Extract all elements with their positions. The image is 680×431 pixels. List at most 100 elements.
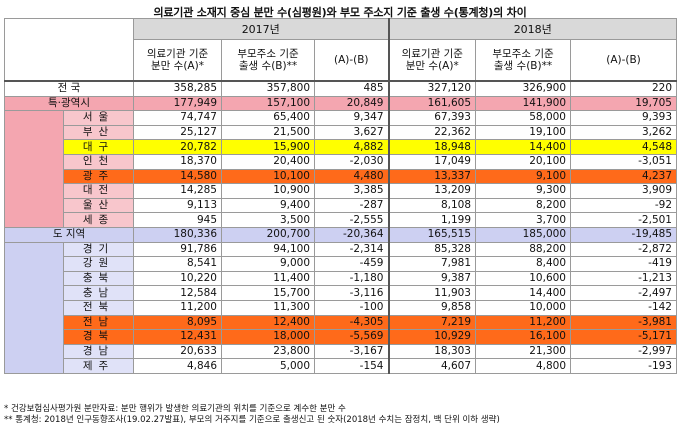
value-cell: -2,997 [570, 343, 677, 360]
value-cell: 88,200 [475, 241, 571, 258]
value-cell: 20,849 [314, 95, 389, 112]
value-cell: 9,400 [221, 197, 315, 214]
value-cell: 17,049 [387, 153, 476, 170]
value-cell: 25,127 [133, 124, 222, 141]
value-cell: 18,370 [133, 153, 222, 170]
table-row: 경남 20,633 23,800 -3,167 18,303 21,300 -2,997 [5, 343, 677, 360]
table-row: 인천 18,370 20,400 -2,030 17,049 20,100 -3,051 [5, 153, 677, 170]
value-cell: -459 [314, 256, 389, 272]
region-label: 울산 [63, 197, 134, 214]
value-cell: 358,285 [133, 79, 222, 97]
value-cell: 220 [570, 79, 677, 97]
value-cell: 9,393 [570, 110, 677, 126]
value-cell: 485 [314, 79, 389, 97]
value-cell: 14,580 [133, 168, 222, 185]
value-cell: 19,100 [475, 124, 571, 141]
value-cell: 4,548 [570, 139, 677, 155]
table-row: 도 지역 180,336 200,700 -20,364 165,515 185,000-… [4, 226, 677, 243]
value-cell: 4,480 [314, 168, 389, 185]
value-cell: 10,600 [475, 270, 571, 287]
value-cell: -19,485 [570, 226, 677, 243]
header-col-b-2017: 부모주소 기준 출생 수(B)** [221, 39, 315, 82]
value-cell: 11,903 [387, 285, 476, 301]
value-cell: 9,858 [387, 299, 476, 316]
value-cell: -5,171 [570, 329, 677, 345]
value-cell: 10,900 [221, 183, 315, 199]
value-cell: 9,000 [221, 256, 315, 272]
region-label: 전남 [63, 314, 134, 331]
table-row: 경기 91,786 94,100 -2,314 85,328 88,200 -2,872 [4, 241, 677, 374]
value-cell: 10,929 [387, 329, 476, 345]
value-cell: -2,030 [314, 153, 389, 170]
region-label: 제주 [63, 358, 134, 374]
table-row: 대전 14,285 10,900 3,385 13,209 9,300 3,909 [5, 183, 677, 199]
value-cell: -100 [314, 299, 389, 316]
value-cell: -193 [570, 358, 677, 374]
row-label: 도 지역 [4, 226, 134, 243]
value-cell: 11,400 [221, 270, 315, 287]
value-cell: 15,700 [221, 285, 315, 301]
region-label: 충남 [63, 285, 134, 301]
region-label: 충북 [63, 270, 134, 287]
table-row: 광주 14,580 10,100 4,480 13,337 9,100 4,237 [5, 168, 677, 185]
value-cell: -287 [314, 197, 389, 214]
value-cell: 3,385 [314, 183, 389, 199]
value-cell: 3,627 [314, 124, 389, 141]
value-cell: 10,100 [221, 168, 315, 185]
value-cell: -1,213 [570, 270, 677, 287]
value-cell: 21,500 [221, 124, 315, 141]
value-cell: 58,000 [475, 110, 571, 126]
value-cell: -4,305 [314, 314, 389, 331]
value-cell: 357,800 [221, 79, 315, 97]
value-cell: 20,782 [133, 139, 222, 155]
value-cell: -142 [570, 299, 677, 316]
region-label: 경남 [63, 343, 134, 360]
value-cell: 8,541 [133, 256, 222, 272]
value-cell: 10,220 [133, 270, 222, 287]
value-cell: 11,200 [475, 314, 571, 331]
table-row: 전북 11,200 11,300 -100 9,858 10,000 -142 [5, 299, 677, 316]
value-cell: 8,108 [387, 197, 476, 214]
value-cell: 19,705 [570, 95, 677, 112]
region-label: 광주 [63, 168, 134, 185]
value-cell: 20,400 [221, 153, 315, 170]
row-label: 전 국 [4, 79, 134, 97]
value-cell: 180,336 [133, 226, 222, 243]
region-label: 전북 [63, 299, 134, 316]
value-cell: 157,100 [221, 95, 315, 112]
value-cell: 327,120 [387, 79, 476, 97]
header-col-diff-2018: (A)-(B) [570, 39, 677, 82]
value-cell: -2,872 [570, 241, 677, 258]
value-cell: -3,116 [314, 285, 389, 301]
value-cell: 4,607 [387, 358, 476, 374]
table-row: 서울 74,747 65,400 9,347 67,393 58,000 9,393 [4, 110, 677, 228]
value-cell: 91,786 [133, 241, 222, 258]
header-year-2017: 2017년 [133, 18, 389, 40]
value-cell: 3,262 [570, 124, 677, 141]
header-col-a-2018: 의료기관 기준 분만 수(A)* [387, 39, 476, 82]
table-row: 특·광역시 177,949 157,100 20,849 161,605 141,900 1… [4, 95, 677, 112]
value-cell: 8,095 [133, 314, 222, 331]
value-cell: 7,219 [387, 314, 476, 331]
region-label: 서울 [63, 110, 134, 126]
value-cell: 67,393 [387, 110, 476, 126]
value-cell: 18,303 [387, 343, 476, 360]
value-cell: 326,900 [475, 79, 571, 97]
value-cell: -3,981 [570, 314, 677, 331]
table-row: 제주 4,846 5,000 -154 4,607 4,800 -193 [5, 358, 677, 374]
value-cell: -2,555 [314, 212, 389, 228]
value-cell: 4,882 [314, 139, 389, 155]
table-row: 전남 8,095 12,400 -4,305 7,219 11,200 -3,981 [5, 314, 677, 331]
value-cell: 15,900 [221, 139, 315, 155]
value-cell: -2,497 [570, 285, 677, 301]
value-cell: 177,949 [133, 95, 222, 112]
value-cell: -3,167 [314, 343, 389, 360]
value-cell: 9,387 [387, 270, 476, 287]
value-cell: 9,347 [314, 110, 389, 126]
table-row: 충남 12,584 15,700 -3,116 11,903 14,400 -2,497 [5, 285, 677, 301]
value-cell: 10,000 [475, 299, 571, 316]
value-cell: 18,948 [387, 139, 476, 155]
table-row: 경북 12,431 18,000 -5,569 10,929 16,100 -5,171 [5, 329, 677, 345]
value-cell: 14,400 [475, 139, 571, 155]
table-row: 부산 25,127 21,500 3,627 22,362 19,100 3,262 [5, 124, 677, 141]
